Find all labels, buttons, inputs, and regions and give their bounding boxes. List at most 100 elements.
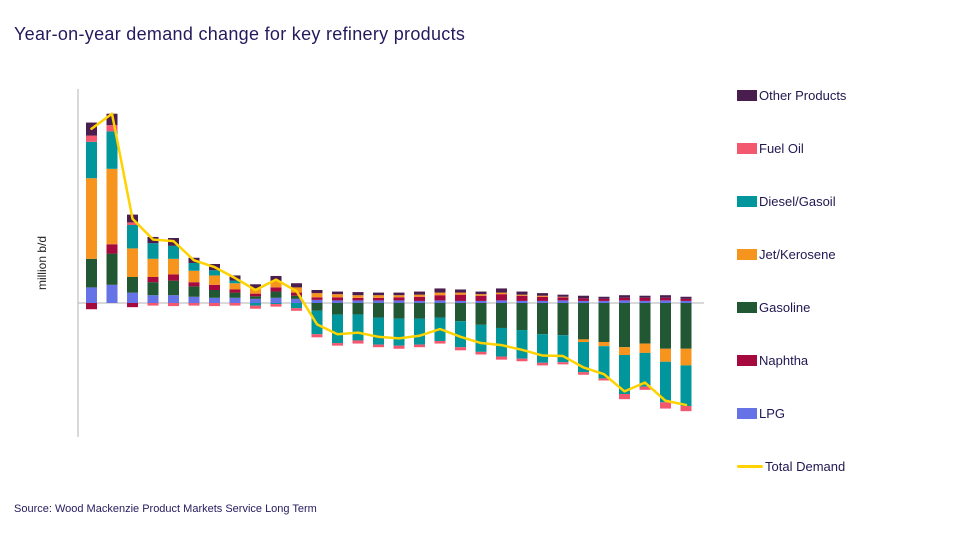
bar-segment-gasoline — [455, 303, 466, 322]
legend-item-jet-kerosene: Jet/Kerosene — [737, 247, 846, 262]
bar-segment-fuel-oil — [291, 308, 302, 311]
bar-segment-lpg — [127, 292, 138, 303]
bar-segment-jet-kerosene — [270, 281, 282, 288]
bar-segment-jet-kerosene — [680, 348, 692, 366]
bar-segment-fuel-oil — [434, 340, 446, 344]
bar-segment-other-products — [332, 291, 343, 295]
bar-segment-naphtha — [291, 292, 302, 296]
bar-segment-diesel-gasoil — [619, 355, 630, 394]
bar-segment-diesel-gasoil — [106, 131, 118, 169]
bar-segment-fuel-oil — [578, 372, 589, 375]
bar-segment-diesel-gasoil — [373, 317, 384, 345]
legend-item-gasoline: Gasoline — [737, 300, 846, 315]
bar-segment-naphtha — [455, 294, 466, 301]
legend-label: Total Demand — [765, 458, 846, 474]
bar-segment-lpg — [352, 300, 364, 303]
bar-segment-fuel-oil — [127, 222, 138, 225]
bar-segment-gasoline — [106, 253, 118, 285]
bar-segment-naphtha — [516, 295, 528, 301]
bar-segment-other-products — [455, 289, 466, 293]
bar-segment-lpg — [680, 300, 692, 303]
bar-segment-gasoline — [660, 303, 671, 349]
bar-segment-diesel-gasoil — [168, 245, 179, 259]
bar-segment-lpg — [557, 300, 569, 303]
bar-segment-other-products — [291, 283, 302, 288]
bar-segment-gasoline — [516, 303, 528, 331]
bar-segment-jet-kerosene — [660, 348, 671, 362]
bar-segment-fuel-oil — [414, 344, 425, 348]
legend-label: Other Products — [759, 87, 847, 103]
bar-segment-gasoline — [680, 303, 692, 349]
bar-segment-jet-kerosene — [598, 342, 610, 347]
bar-segment-lpg — [86, 287, 97, 303]
bar-segment-gasoline — [639, 303, 651, 344]
bar-segment-lpg — [229, 297, 241, 303]
bar-segment-jet-kerosene — [229, 283, 241, 290]
bar-segment-gasoline — [393, 303, 405, 319]
y-axis-label: million b/d — [35, 235, 49, 291]
bar-segment-naphtha — [393, 297, 405, 301]
legend-label: LPG — [759, 405, 786, 421]
bar-segment-fuel-oil — [270, 304, 282, 307]
legend-item-diesel-gasoil: Diesel/Gasoil — [737, 194, 846, 209]
bar-segment-other-products — [598, 296, 610, 299]
bar-segment-other-products — [373, 292, 384, 296]
bar-segment-fuel-oil — [311, 334, 323, 338]
bar-segment-diesel-gasoil — [127, 225, 138, 249]
bar-segment-gasoline — [496, 303, 507, 328]
bar-segment-fuel-oil — [147, 303, 159, 306]
bar-segment-other-products — [250, 284, 261, 289]
bar-segment-diesel-gasoil — [229, 280, 241, 284]
bar-segment-jet-kerosene — [188, 270, 200, 283]
bar-segment-fuel-oil — [373, 344, 384, 348]
bar-segment-lpg — [311, 299, 323, 303]
bar-segment-naphtha — [557, 297, 569, 301]
bar-segment-lpg — [393, 300, 405, 303]
bar-segment-lpg — [598, 300, 610, 303]
bar-segment-lpg — [250, 298, 261, 303]
fuel-oil-swatch — [737, 142, 757, 154]
bar-segment-naphtha — [86, 303, 97, 310]
bar-segment-naphtha — [250, 293, 261, 297]
bar-segment-fuel-oil — [516, 358, 528, 362]
bar-segment-lpg — [475, 300, 487, 303]
other-products-swatch — [737, 89, 757, 101]
bar-segment-fuel-oil — [537, 362, 548, 366]
bar-segment-jet-kerosene — [639, 343, 651, 353]
bar-segment-naphtha — [496, 294, 507, 301]
bar-segment-gasoline — [229, 292, 241, 298]
bar-segment-naphtha — [475, 295, 487, 301]
bar-segment-lpg — [168, 295, 179, 303]
bar-segment-naphtha — [352, 297, 364, 301]
bar-segment-fuel-oil — [660, 402, 671, 409]
bar-segment-gasoline — [414, 303, 425, 319]
bar-segment-lpg — [332, 300, 343, 303]
bar-segment-fuel-oil — [229, 303, 241, 306]
bar-segment-jet-kerosene — [414, 294, 425, 297]
bar-segment-lpg — [516, 300, 528, 303]
bar-segment-jet-kerosene — [373, 295, 384, 298]
bar-segment-jet-kerosene — [578, 339, 589, 342]
bar-segment-fuel-oil — [455, 347, 466, 351]
bar-segment-other-products — [619, 295, 630, 298]
bar-segment-gasoline — [619, 303, 630, 348]
bar-segment-jet-kerosene — [455, 292, 466, 295]
chart-area — [60, 85, 720, 465]
bar-segment-lpg — [619, 300, 630, 303]
bar-segment-diesel-gasoil — [598, 346, 610, 379]
bar-segment-naphtha — [537, 296, 548, 301]
bar-segment-other-products — [352, 292, 364, 296]
bar-segment-jet-kerosene — [557, 296, 569, 298]
bar-segment-naphtha — [660, 297, 671, 301]
total-demand-line — [90, 112, 688, 407]
bar-segment-lpg — [434, 300, 446, 303]
legend-item-other-products: Other Products — [737, 87, 847, 103]
bar-segment-diesel-gasoil — [147, 243, 159, 259]
bar-segment-other-products — [496, 288, 507, 293]
bar-segment-diesel-gasoil — [537, 334, 548, 363]
bar-segment-other-products — [639, 295, 651, 298]
bar-segment-lpg — [270, 297, 282, 303]
bar-segment-diesel-gasoil — [639, 352, 651, 387]
bar-segment-gasoline — [434, 303, 446, 318]
bar-segment-gasoline — [168, 280, 179, 296]
